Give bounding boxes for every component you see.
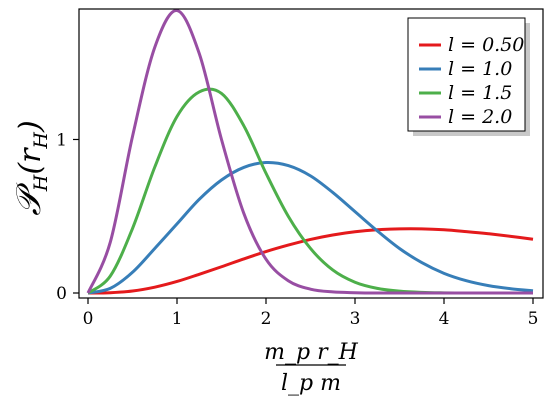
y-tick-label-1: 1 — [56, 130, 67, 150]
legend-label-1: l = 1.0 — [448, 58, 512, 80]
y-label-close: ) — [13, 120, 48, 133]
x-tick-label-2: 2 — [261, 309, 272, 329]
legend-items: l = 0.50l = 1.0l = 1.5l = 2.0 — [419, 34, 524, 128]
x-tick-label-4: 4 — [439, 309, 450, 329]
legend-label-0: l = 0.50 — [448, 34, 524, 56]
legend-label-2: l = 1.5 — [448, 82, 512, 104]
series-lines — [86, 9, 534, 295]
y-label-arg-sub: H — [30, 132, 52, 150]
x-tick-label-5: 5 — [528, 309, 539, 329]
legend: l = 0.50l = 1.0l = 1.5l = 2.0 — [407, 17, 530, 136]
y-axis-label: 𝒫H(rH) — [9, 120, 52, 215]
x-tick-label-1: 1 — [172, 309, 183, 329]
legend-label-3: l = 2.0 — [448, 106, 512, 128]
y-label-arg: (r — [13, 147, 48, 175]
x-tick-label-0: 0 — [83, 309, 94, 329]
x-axis-label: m_p r_H l_p m — [264, 340, 358, 396]
x-label-denominator: l_p m — [281, 371, 341, 396]
legend-box — [407, 17, 526, 132]
axis-ticks: 0 1 2 3 4 5 0 1 — [56, 130, 538, 329]
x-tick-label-3: 3 — [350, 309, 361, 329]
y-label-sub: H — [30, 174, 52, 192]
series-line-0 — [87, 227, 534, 295]
plot-frame — [78, 8, 544, 299]
y-tick-label-0: 0 — [56, 284, 67, 304]
series-line-3 — [86, 9, 533, 295]
series-line-1 — [87, 160, 534, 295]
x-label-numerator: m_p r_H — [264, 340, 358, 365]
